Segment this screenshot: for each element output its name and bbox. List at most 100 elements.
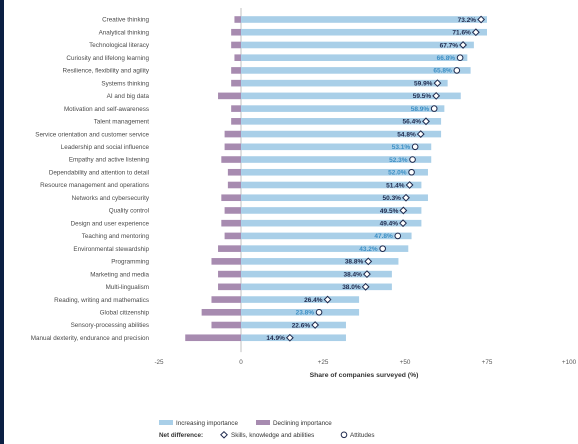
net-marker-diamond [471,28,480,37]
net-value-label: 38.8% [345,259,364,266]
declining-bar [211,321,241,329]
category-label: Environmental stewardship [73,246,149,253]
net-marker-diamond [422,117,430,126]
category-label: Dependability and attention to detail [49,169,149,176]
net-marker-diamond [432,91,441,100]
net-value-label: 23.8% [296,310,315,317]
category-label: Networks and cybersecurity [72,195,150,202]
declining-bar [185,334,241,342]
category-label: Creative thinking [102,17,149,24]
chart-svg: Creative thinking 73.2% Analytical thinkin… [31,8,577,439]
increasing-bar [241,28,487,36]
net-marker-diamond [405,181,414,189]
increasing-bar [241,258,399,265]
legend-circle-marker [340,431,348,439]
net-marker-diamond [399,219,407,228]
declining-bar [227,181,241,189]
category-label: Systems thinking [101,80,149,87]
net-value-label: 65.8% [433,68,452,75]
x-tick-label: -25 [154,359,164,366]
net-value-label: 26.4% [304,297,323,304]
category-label: Multi-lingualism [106,284,149,291]
legend-declining-label: Declining importance [273,420,332,427]
net-marker-diamond [402,193,410,202]
category-label: Marketing and media [90,271,149,278]
x-tick-label: 0 [239,359,243,366]
net-value-label: 43.2% [359,246,378,253]
legend-diamond-marker [220,431,228,439]
increasing-bar [241,118,442,125]
declining-bar [218,92,241,100]
chart-frame: Creative thinking 73.2% Analytical thinkin… [4,0,578,444]
category-label: Service orientation and customer service [35,131,149,138]
legend-net-title: Net difference: [159,432,203,439]
category-label: Quality control [109,208,149,215]
net-marker-circle [408,168,415,176]
declining-bar [218,270,241,278]
net-value-label: 49.4% [380,220,399,227]
net-value-label: 51.4% [386,182,405,189]
net-marker-circle [453,67,461,74]
net-marker-diamond [323,295,332,304]
increasing-bar [241,67,471,74]
x-axis-title: Share of companies surveyed (%) [310,372,419,379]
increasing-bar [241,232,412,240]
net-value-label: 38.4% [344,271,363,278]
declining-bar [224,130,241,138]
increasing-bar [241,105,445,112]
net-value-label: 59.5% [413,93,432,100]
legend-skills-label: Skills, knowledge and abilities [231,432,314,439]
declining-bar [227,168,241,176]
increasing-bar [241,308,360,316]
net-marker-circle [394,232,402,240]
category-label: Leadership and social influence [61,144,150,151]
net-value-label: 38.0% [342,284,361,291]
category-label: Talent management [94,119,150,126]
net-value-label: 56.4% [403,119,422,126]
legend-increasing-label: Increasing importance [176,420,238,427]
category-label: Reading, writing and mathematics [54,297,149,304]
category-label: Resource management and operations [40,182,149,189]
net-value-label: 66.8% [437,55,456,62]
net-value-label: 22.6% [292,322,311,329]
declining-bar [234,54,241,61]
net-value-label: 50.3% [383,195,402,202]
increasing-bar [241,270,392,278]
category-label: Design and user experience [71,220,150,227]
declining-bar [224,232,241,240]
increasing-bar [241,181,422,189]
net-value-label: 67.7% [440,42,459,49]
net-marker-diamond [433,79,442,88]
declining-bar [231,41,241,49]
declining-bar [201,308,241,316]
declining-bar [231,79,241,87]
increasing-bar [241,92,461,100]
net-value-label: 53.1% [392,144,411,151]
increasing-bar [241,207,422,214]
category-label: Programming [111,259,149,266]
category-label: Empathy and active listening [69,157,150,164]
increasing-bar [241,16,487,23]
declining-bar [211,258,241,265]
category-label: Curiosity and lifelong learning [66,55,149,62]
net-marker-circle [379,245,386,252]
increasing-bar [241,194,428,202]
category-label: Manual dexterity, endurance and precisio… [31,335,150,342]
category-label: Technological literacy [89,42,150,49]
category-label: Sensory-processing abilities [71,322,149,329]
net-value-label: 47.8% [374,233,393,240]
legend-declining-swatch [256,420,270,425]
x-tick-label: +25 [318,359,329,366]
net-marker-circle [315,308,323,316]
net-value-label: 59.9% [414,80,433,87]
declining-bar [231,105,241,112]
category-label: Resilience, flexibility and agility [63,68,150,75]
net-marker-circle [456,54,464,61]
declining-bar [211,296,241,303]
x-tick-label: +100 [562,359,577,366]
net-marker-diamond [416,130,425,138]
declining-bar [221,194,241,202]
net-marker-diamond [477,15,486,24]
increasing-bar [241,54,468,61]
net-value-label: 71.6% [452,30,471,37]
